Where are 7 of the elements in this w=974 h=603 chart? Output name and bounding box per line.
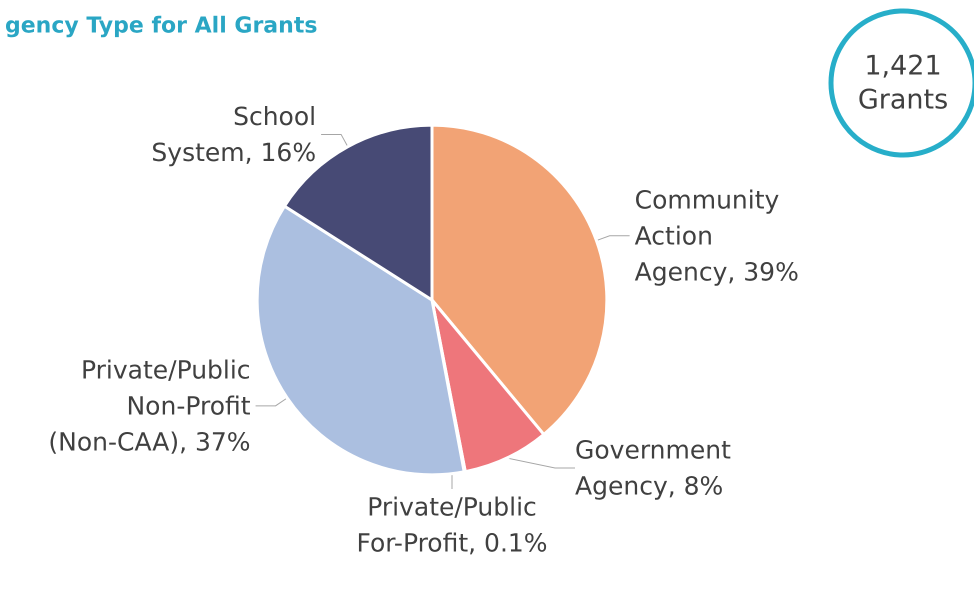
chart-title: gency Type for All Grants <box>5 14 318 38</box>
slice-label: School System, 16% <box>151 102 316 167</box>
slice-label: Community Action Agency, 39% <box>634 185 799 286</box>
text: 1,421 Grants <box>858 50 948 116</box>
slice-label: Government Agency, 8% <box>575 436 732 500</box>
slice-label: Private/Public For-Profit, 0.1% <box>356 492 548 558</box>
slice-label: Private/Public Non-Profit (Non-CAA), 37% <box>48 355 251 456</box>
